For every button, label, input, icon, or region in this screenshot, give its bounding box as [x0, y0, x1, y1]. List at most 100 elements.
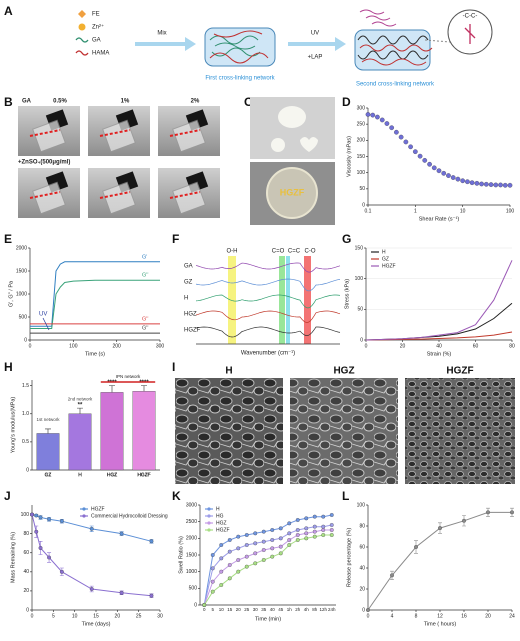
data-point: [253, 561, 258, 566]
x-tick-label: 10: [460, 208, 466, 214]
data-point: [507, 182, 513, 188]
panel-i: H HGZ HGZF: [175, 366, 515, 484]
axes: [31, 505, 160, 611]
y-tick-label: 20: [359, 586, 365, 592]
x-tick-label: 0: [29, 343, 32, 349]
legend-label: HGZ: [216, 520, 227, 526]
data-point: [270, 546, 275, 551]
data-point: [47, 555, 52, 560]
y-tick-label: 100: [21, 512, 30, 518]
error-bar: [45, 428, 51, 434]
series-label: G'': [142, 326, 148, 332]
bar: [100, 392, 124, 471]
band-label: C=C: [288, 249, 301, 255]
y-tick-label: 1.5: [22, 383, 29, 389]
spectra: GA GZ H HGZ HGZF: [184, 262, 341, 338]
band-label: O-H: [227, 249, 238, 255]
data-point: [270, 554, 275, 559]
y-tick-label: 3000: [186, 502, 197, 508]
gel-shape: [278, 106, 306, 128]
data-point: [244, 554, 249, 559]
x-tick-label: 300: [156, 343, 165, 349]
data-point: [278, 551, 283, 556]
vial: [32, 119, 66, 153]
x-tick-label: HGZ: [107, 472, 118, 478]
data-point: [47, 517, 52, 522]
panel-label: L: [342, 489, 349, 503]
x-tick-label: 16: [461, 613, 467, 619]
network-label: 1st network: [36, 417, 60, 422]
data-point: [287, 538, 292, 542]
data-point: [408, 144, 413, 150]
series-line: [203, 534, 332, 606]
level-line: [29, 129, 61, 137]
chart: 0 20 40 60 80 0 50 100 150 Strain (%) Stress (kPa)…: [344, 245, 515, 357]
series-label: G'': [142, 273, 148, 279]
panel-b: GA 0.5% 1% 2% +ZnSO₄(500μg/ml): [18, 99, 220, 218]
x-axis-label: Time (min): [255, 616, 281, 622]
y-tick-label: 0: [360, 337, 363, 343]
data-point: [446, 173, 451, 178]
series-line: [30, 261, 160, 327]
panel-label: J: [4, 489, 11, 503]
network-lines: [209, 30, 269, 64]
data-point: [329, 523, 334, 527]
fe-icon: [78, 10, 86, 18]
arrow: [135, 37, 196, 51]
gel-shape: [300, 137, 318, 152]
legend-label: GZ: [382, 256, 389, 262]
vial: [172, 119, 206, 153]
x-axis-label: Time ( hours): [424, 621, 457, 627]
uv-waves: [359, 9, 397, 27]
column-label: 0.5%: [53, 99, 67, 105]
legend-marker: [82, 514, 86, 518]
data-point: [389, 125, 395, 131]
network-lines: [357, 35, 429, 60]
data-point: [312, 529, 317, 534]
x-tick-label: 0: [31, 613, 34, 619]
series-line: [203, 524, 332, 606]
data-point: [469, 180, 475, 186]
data-point: [30, 512, 34, 517]
panel-a: FE Zn²⁺ GA HAMA Mix First cross-linking …: [75, 9, 493, 88]
data-point: [312, 524, 317, 529]
x-axis-label: Strain (%): [427, 351, 452, 357]
data-point: [441, 170, 447, 176]
zoom-line: [424, 39, 451, 43]
data-point: [431, 165, 437, 171]
data-point: [493, 182, 499, 188]
x-tick-label: 0: [367, 613, 370, 619]
data-point: [488, 182, 494, 187]
y-tick-label: 0: [24, 337, 27, 343]
data-point: [375, 114, 380, 120]
data-point: [270, 528, 275, 532]
y-axis-label: Mass Remaining (%): [10, 532, 16, 583]
x-tick-label: 40: [436, 343, 442, 349]
x-tick-label: 8: [415, 613, 418, 619]
data-point: [498, 182, 503, 188]
data-point: [287, 521, 292, 526]
data-point: [244, 543, 249, 547]
legend-marker: [207, 521, 211, 525]
step-label: Mix: [157, 31, 166, 37]
legend-marker: [207, 514, 211, 518]
legend-label: HGZF: [216, 527, 230, 533]
data-point: [227, 549, 232, 554]
data-point: [460, 178, 466, 184]
y-tick-label: 0: [26, 607, 29, 613]
data-point: [244, 564, 249, 569]
data-point: [244, 533, 249, 537]
series-line: [203, 514, 332, 606]
data-point: [261, 529, 266, 534]
bar: [36, 433, 60, 471]
data-point: [219, 543, 224, 547]
bar: [132, 391, 156, 471]
panel-labels: A B C D E F G H I J K L: [4, 4, 351, 503]
x-tick-label: 100: [506, 208, 515, 214]
data-point: [510, 510, 514, 515]
sample-label: HGZF: [184, 328, 201, 334]
data-point: [295, 518, 300, 522]
x-tick-label: 12h: [319, 607, 327, 612]
band-highlight: [228, 256, 236, 344]
data-point: [236, 569, 241, 574]
